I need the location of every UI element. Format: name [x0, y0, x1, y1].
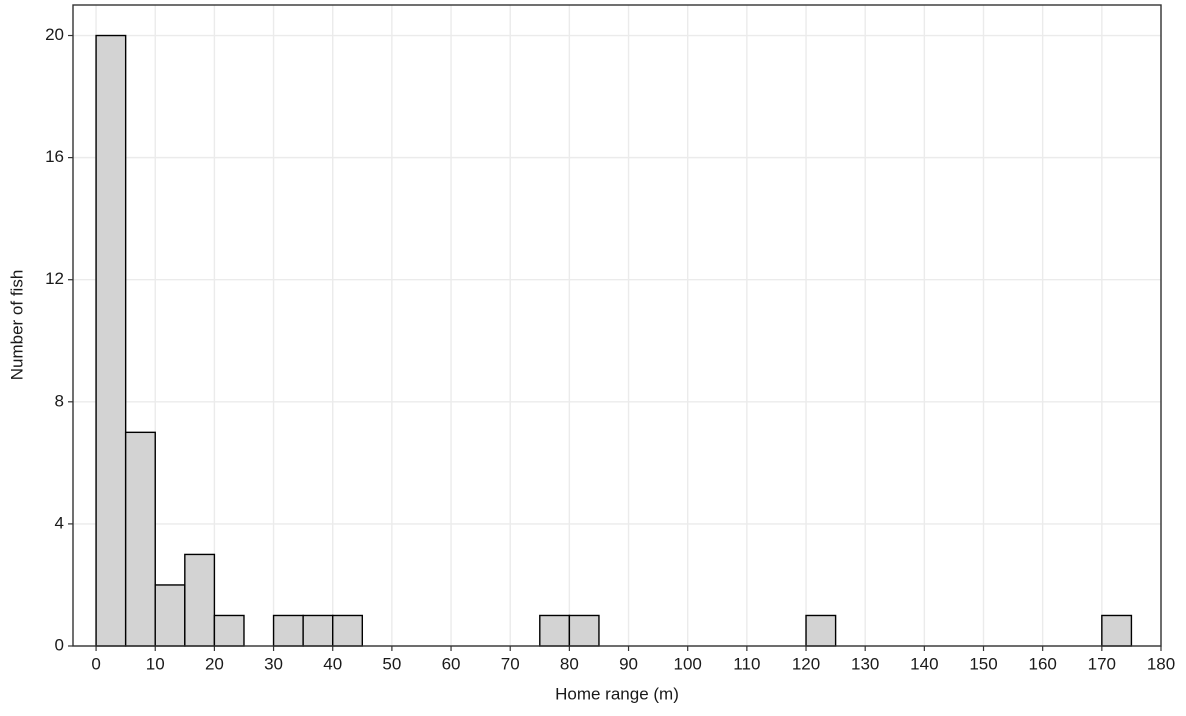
bar [154, 584, 186, 647]
x-tick-label: 20 [205, 654, 224, 673]
x-tick-label: 150 [969, 654, 997, 673]
x-tick-label: 40 [323, 654, 342, 673]
bar [95, 34, 127, 647]
bar [568, 614, 600, 647]
bar [805, 614, 837, 647]
plot-border [72, 4, 1162, 647]
x-tick-label: 140 [910, 654, 938, 673]
x-tick-label: 130 [851, 654, 879, 673]
x-tick-label: 170 [1088, 654, 1116, 673]
y-tick-label: 16 [45, 147, 64, 166]
bar [272, 614, 304, 647]
x-tick-label: 80 [560, 654, 579, 673]
x-axis-title: Home range (m) [555, 684, 679, 703]
y-axis-title: Number of fish [7, 270, 26, 381]
y-tick-label: 0 [55, 635, 64, 654]
bar [302, 614, 334, 647]
y-tick-label: 20 [45, 25, 64, 44]
x-tick-label: 50 [382, 654, 401, 673]
bar [1101, 614, 1133, 647]
x-tick-label: 100 [674, 654, 702, 673]
bar [184, 553, 216, 647]
y-tick-label: 12 [45, 269, 64, 288]
bar [124, 431, 156, 647]
y-tick-label: 4 [55, 513, 64, 532]
x-tick-label: 10 [146, 654, 165, 673]
bar [332, 614, 364, 647]
x-tick-label: 70 [501, 654, 520, 673]
x-tick-label: 60 [442, 654, 461, 673]
x-tick-label: 180 [1147, 654, 1175, 673]
x-tick-label: 30 [264, 654, 283, 673]
x-tick-label: 120 [792, 654, 820, 673]
bar [213, 614, 245, 647]
x-tick-label: 110 [733, 654, 760, 673]
y-tick-label: 8 [55, 391, 64, 410]
x-tick-label: 160 [1028, 654, 1056, 673]
x-tick-label: 0 [91, 654, 100, 673]
x-tick-label: 90 [619, 654, 638, 673]
bar [539, 614, 571, 647]
